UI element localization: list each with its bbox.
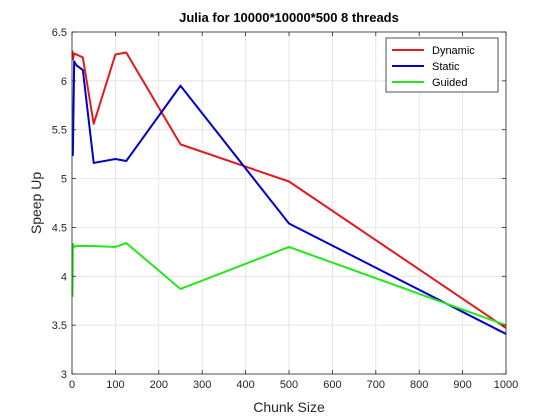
series-layer	[71, 50, 507, 335]
y-tick-label: 4	[61, 271, 67, 283]
x-tick-label: 600	[323, 379, 341, 391]
y-axis-label: Speep Up	[28, 172, 44, 234]
legend-label-guided: Guided	[432, 77, 467, 89]
series-line-static	[71, 60, 507, 335]
x-tick-label: 700	[367, 379, 385, 391]
series-line-dynamic	[71, 50, 507, 329]
x-tick-label: 500	[280, 379, 298, 391]
y-tick-label: 4.5	[52, 222, 67, 234]
y-tick-label: 3.5	[52, 320, 67, 332]
y-tick-label: 3	[61, 369, 67, 381]
axis-ticks: 0 100 200 300 400 500 600 700 800 900 1000 3 3.5 4 4.5…	[52, 27, 519, 391]
x-tick-label: 800	[410, 379, 428, 391]
x-tick-label: 1000	[494, 379, 518, 391]
legend: Dynamic Static Guided	[385, 37, 499, 93]
y-tick-label: 6	[61, 76, 67, 88]
legend-label-dynamic: Dynamic	[432, 45, 475, 57]
x-axis-label: Chunk Size	[253, 399, 325, 415]
chart-title: Julia for 10000*10000*500 8 threads	[179, 10, 399, 25]
legend-label-static: Static	[432, 61, 460, 73]
x-tick-label: 400	[236, 379, 254, 391]
y-tick-label: 5	[61, 174, 67, 186]
y-tick-label: 6.5	[52, 27, 67, 39]
x-tick-label: 300	[193, 379, 211, 391]
x-tick-label: 100	[106, 379, 124, 391]
y-tick-label: 5.5	[52, 125, 67, 137]
x-tick-label: 0	[69, 379, 75, 391]
series-line-guided	[71, 242, 507, 327]
x-tick-label: 900	[453, 379, 471, 391]
x-tick-label: 200	[150, 379, 168, 391]
